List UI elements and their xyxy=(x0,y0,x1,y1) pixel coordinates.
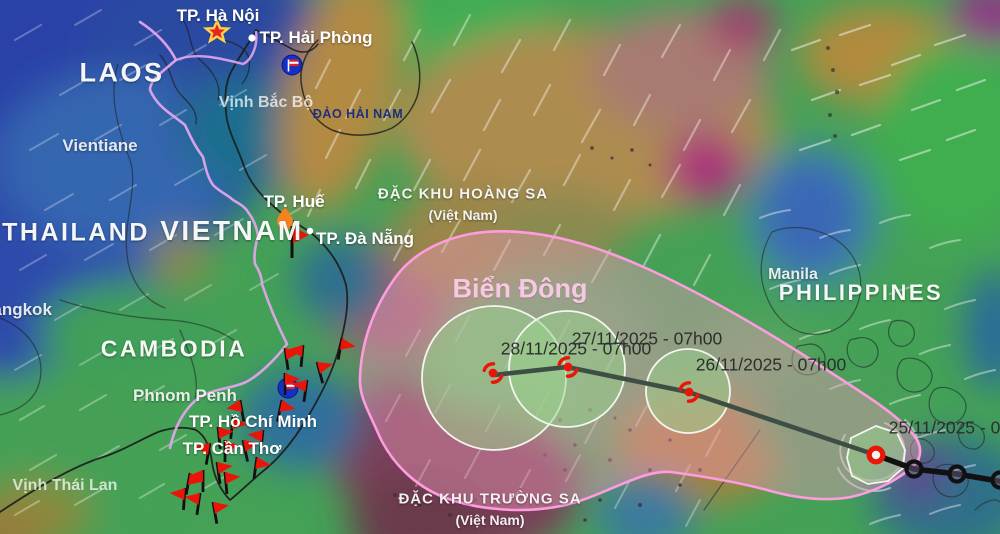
typhoon-icon-28[interactable] xyxy=(482,362,504,384)
city-dot-icon-danang xyxy=(306,227,314,235)
typhoon-icon-27[interactable] xyxy=(557,356,579,378)
danang-flag-icon xyxy=(290,226,309,258)
city-dot-icon-haiphong xyxy=(248,34,256,42)
typhoon-icon-26[interactable] xyxy=(678,381,700,403)
hue-pin-icon xyxy=(277,207,293,230)
past-position-icon[interactable] xyxy=(990,470,1000,490)
capital-star-icon xyxy=(202,17,232,44)
current-position-icon[interactable] xyxy=(866,445,886,465)
forecast-track-line xyxy=(493,364,877,458)
gale-flag-icon-north[interactable] xyxy=(281,54,303,76)
city-markers xyxy=(202,17,314,399)
past-position-icon[interactable] xyxy=(904,459,924,479)
borders-and-coastlines xyxy=(0,14,1000,522)
typhoon-symbols xyxy=(482,356,886,465)
past-position-icon[interactable] xyxy=(947,464,967,484)
warning-flags xyxy=(169,337,356,524)
past-track xyxy=(875,452,1000,490)
